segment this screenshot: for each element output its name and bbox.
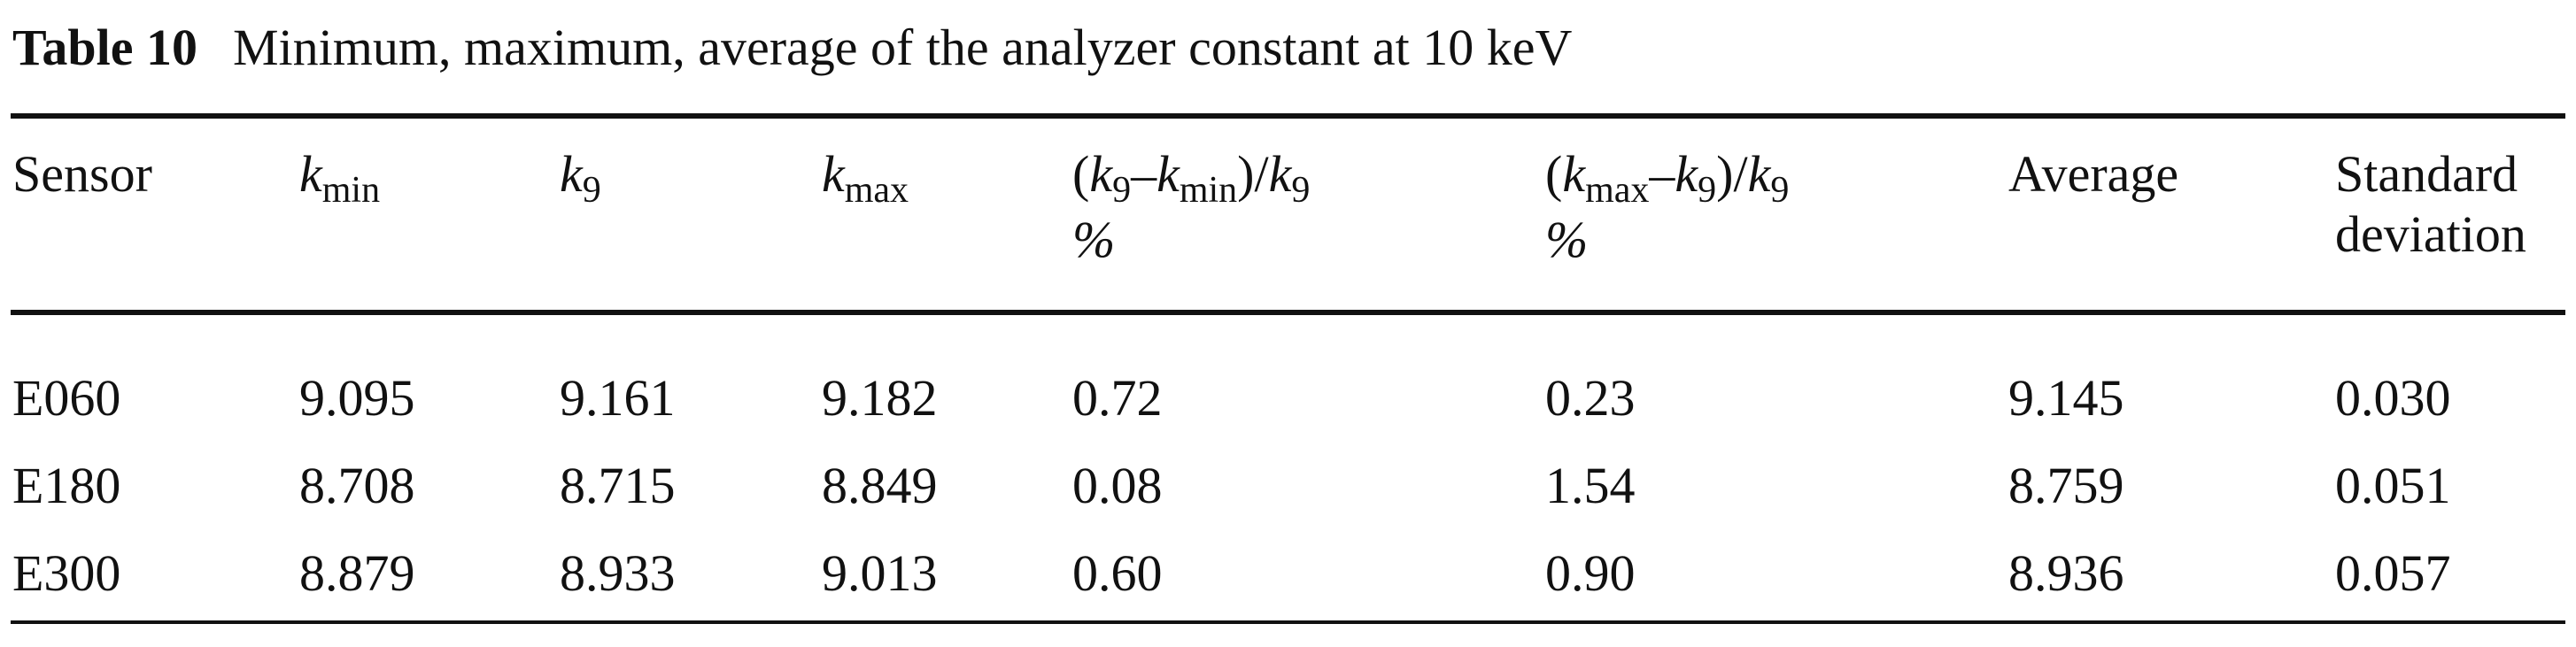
cell-k9: 8.715 [560,457,676,514]
header-relative-high-unit: % [1545,211,1589,268]
cell-average: 8.936 [2008,544,2124,602]
cell-sensor: E060 [12,369,121,427]
cell-relative-low: 0.08 [1072,457,1163,514]
cell-k9: 9.161 [560,369,676,427]
top-rule [11,113,2565,119]
header-relative-high: (kmax–k9)/k9 % [1545,145,1790,268]
cell-sensor: E300 [12,544,121,602]
cell-relative-low: 0.72 [1072,369,1163,427]
table-title: Minimum, maximum, average of the analyze… [232,19,1573,76]
header-k9: k9 [560,145,601,211]
cell-relative-high: 1.54 [1545,457,1636,514]
header-rule [11,310,2565,315]
header-sensor: Sensor [12,145,152,203]
header-average: Average [2008,145,2179,203]
table-number: Table 10 [12,19,197,76]
cell-kmin: 8.708 [299,457,415,514]
header-standard-deviation: Standard deviation [2335,145,2526,263]
cell-kmax: 8.849 [822,457,938,514]
cell-kmin: 9.095 [299,369,415,427]
header-kmin: kmin [299,145,381,211]
header-relative-low-unit: % [1072,211,1116,268]
cell-average: 8.759 [2008,457,2124,514]
header-kmax: kmax [822,145,909,211]
cell-standard-deviation: 0.051 [2335,457,2451,514]
cell-kmax: 9.013 [822,544,938,602]
cell-standard-deviation: 0.057 [2335,544,2451,602]
table-caption: Table 10 Minimum, maximum, average of the… [12,12,1572,83]
cell-kmax: 9.182 [822,369,938,427]
cell-relative-high: 0.23 [1545,369,1636,427]
cell-standard-deviation: 0.030 [2335,369,2451,427]
bottom-rule [11,620,2565,624]
cell-kmin: 8.879 [299,544,415,602]
cell-relative-low: 0.60 [1072,544,1163,602]
cell-k9: 8.933 [560,544,676,602]
cell-sensor: E180 [12,457,121,514]
cell-average: 9.145 [2008,369,2124,427]
header-relative-low: (k9–kmin)/k9 % [1072,145,1311,268]
cell-relative-high: 0.90 [1545,544,1636,602]
